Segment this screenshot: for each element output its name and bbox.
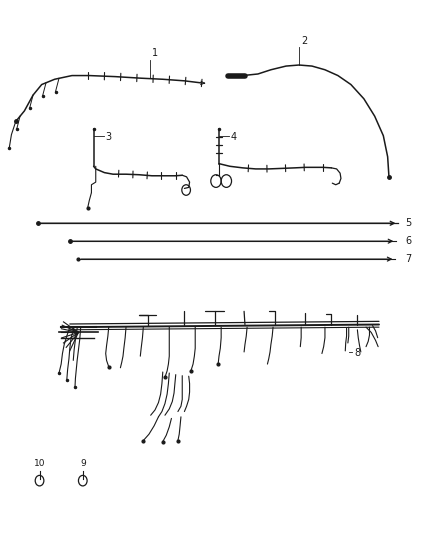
Text: 1: 1 bbox=[152, 48, 158, 58]
Text: 6: 6 bbox=[405, 236, 411, 246]
Text: 5: 5 bbox=[405, 218, 411, 228]
Text: 3: 3 bbox=[106, 132, 112, 142]
Text: 8: 8 bbox=[354, 348, 360, 358]
Text: 10: 10 bbox=[34, 459, 45, 468]
Text: 9: 9 bbox=[80, 459, 86, 468]
Text: 4: 4 bbox=[231, 132, 237, 142]
Text: 7: 7 bbox=[405, 254, 411, 264]
Text: 2: 2 bbox=[301, 36, 307, 46]
